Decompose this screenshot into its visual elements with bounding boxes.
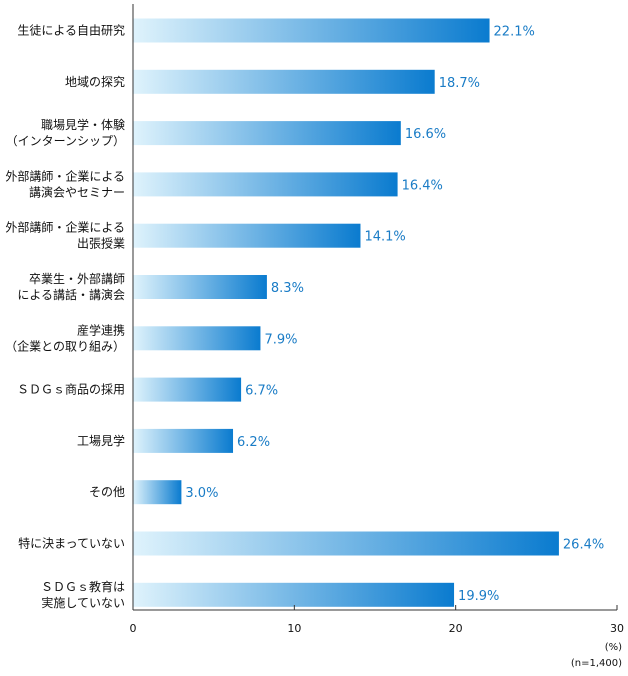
value-label-11: 19.9%	[458, 589, 499, 604]
category-label-line: 出張授業	[77, 236, 125, 251]
bar-7	[133, 377, 242, 402]
bar-9	[133, 480, 182, 505]
value-label-4: 14.1%	[364, 230, 405, 245]
bar-3	[133, 172, 398, 197]
category-label-line: 外部講師・企業による	[5, 220, 125, 235]
category-label-1: 地域の探究	[65, 74, 125, 89]
bar-10	[133, 531, 559, 556]
value-label-3: 16.4%	[402, 178, 443, 193]
bar-11	[133, 582, 455, 607]
category-label-5: 卒業生・外部講師による講話・講演会	[17, 271, 125, 302]
category-label-line: 特に決まっていない	[18, 536, 125, 551]
category-label-line: 産学連携	[77, 322, 125, 337]
category-label-2: 職場見学・体験 （インターンシップ）	[6, 117, 125, 148]
category-label-4: 外部講師・企業による出張授業	[5, 220, 125, 251]
unit-label: (%)	[605, 642, 622, 653]
category-label-line: その他	[89, 485, 125, 499]
category-label-line: （インターンシップ）	[6, 134, 125, 148]
category-label-line: ＳＤＧｓ教育は	[41, 579, 125, 594]
bar-1	[133, 69, 435, 94]
value-label-2: 16.6%	[405, 127, 446, 142]
category-label-11: ＳＤＧｓ教育は実施していない	[41, 579, 125, 610]
value-label-6: 7.9%	[264, 332, 297, 347]
category-label-8: 工場見学	[77, 433, 125, 448]
value-label-5: 8.3%	[271, 281, 304, 296]
category-label-line: 職場見学・体験	[41, 117, 125, 132]
x-tick-label-1: 10	[287, 622, 301, 635]
category-label-line: による講話・講演会	[17, 287, 125, 302]
category-label-line: 講演会やセミナー	[29, 184, 125, 199]
category-label-line: 外部講師・企業による	[5, 168, 125, 183]
category-label-7: ＳＤＧｓ商品の採用	[17, 382, 125, 397]
category-label-10: 特に決まっていない	[18, 536, 125, 551]
value-label-9: 3.0%	[185, 486, 218, 501]
category-label-line: 地域の探究	[65, 74, 125, 89]
category-label-line: 実施していない	[41, 595, 125, 610]
category-label-line: 生徒による自由研究	[17, 23, 125, 38]
category-label-line: 卒業生・外部講師	[29, 271, 125, 286]
x-tick-label-3: 30	[610, 622, 624, 635]
x-tick-label-0: 0	[130, 622, 137, 635]
bar-4	[133, 223, 361, 248]
sample-size-note: (n=1,400)	[571, 658, 622, 669]
bar-6	[133, 326, 261, 351]
bar-0	[133, 18, 490, 43]
category-label-9: その他	[89, 485, 125, 499]
category-label-line: （企業との取り組み）	[5, 338, 125, 353]
category-label-6: 産学連携（企業との取り組み）	[5, 322, 125, 353]
bar-5	[133, 275, 267, 299]
bar-2	[133, 121, 401, 146]
value-label-7: 6.7%	[245, 384, 278, 399]
category-label-3: 外部講師・企業による講演会やセミナー	[5, 168, 125, 199]
value-label-1: 18.7%	[439, 76, 480, 91]
category-label-line: 工場見学	[77, 433, 125, 448]
category-label-line: ＳＤＧｓ商品の採用	[17, 382, 125, 397]
bar-8	[133, 428, 234, 453]
value-label-8: 6.2%	[237, 435, 270, 450]
value-label-0: 22.1%	[494, 25, 535, 40]
category-label-0: 生徒による自由研究	[17, 23, 125, 38]
x-tick-label-2: 20	[449, 622, 463, 635]
value-label-10: 26.4%	[563, 538, 604, 553]
